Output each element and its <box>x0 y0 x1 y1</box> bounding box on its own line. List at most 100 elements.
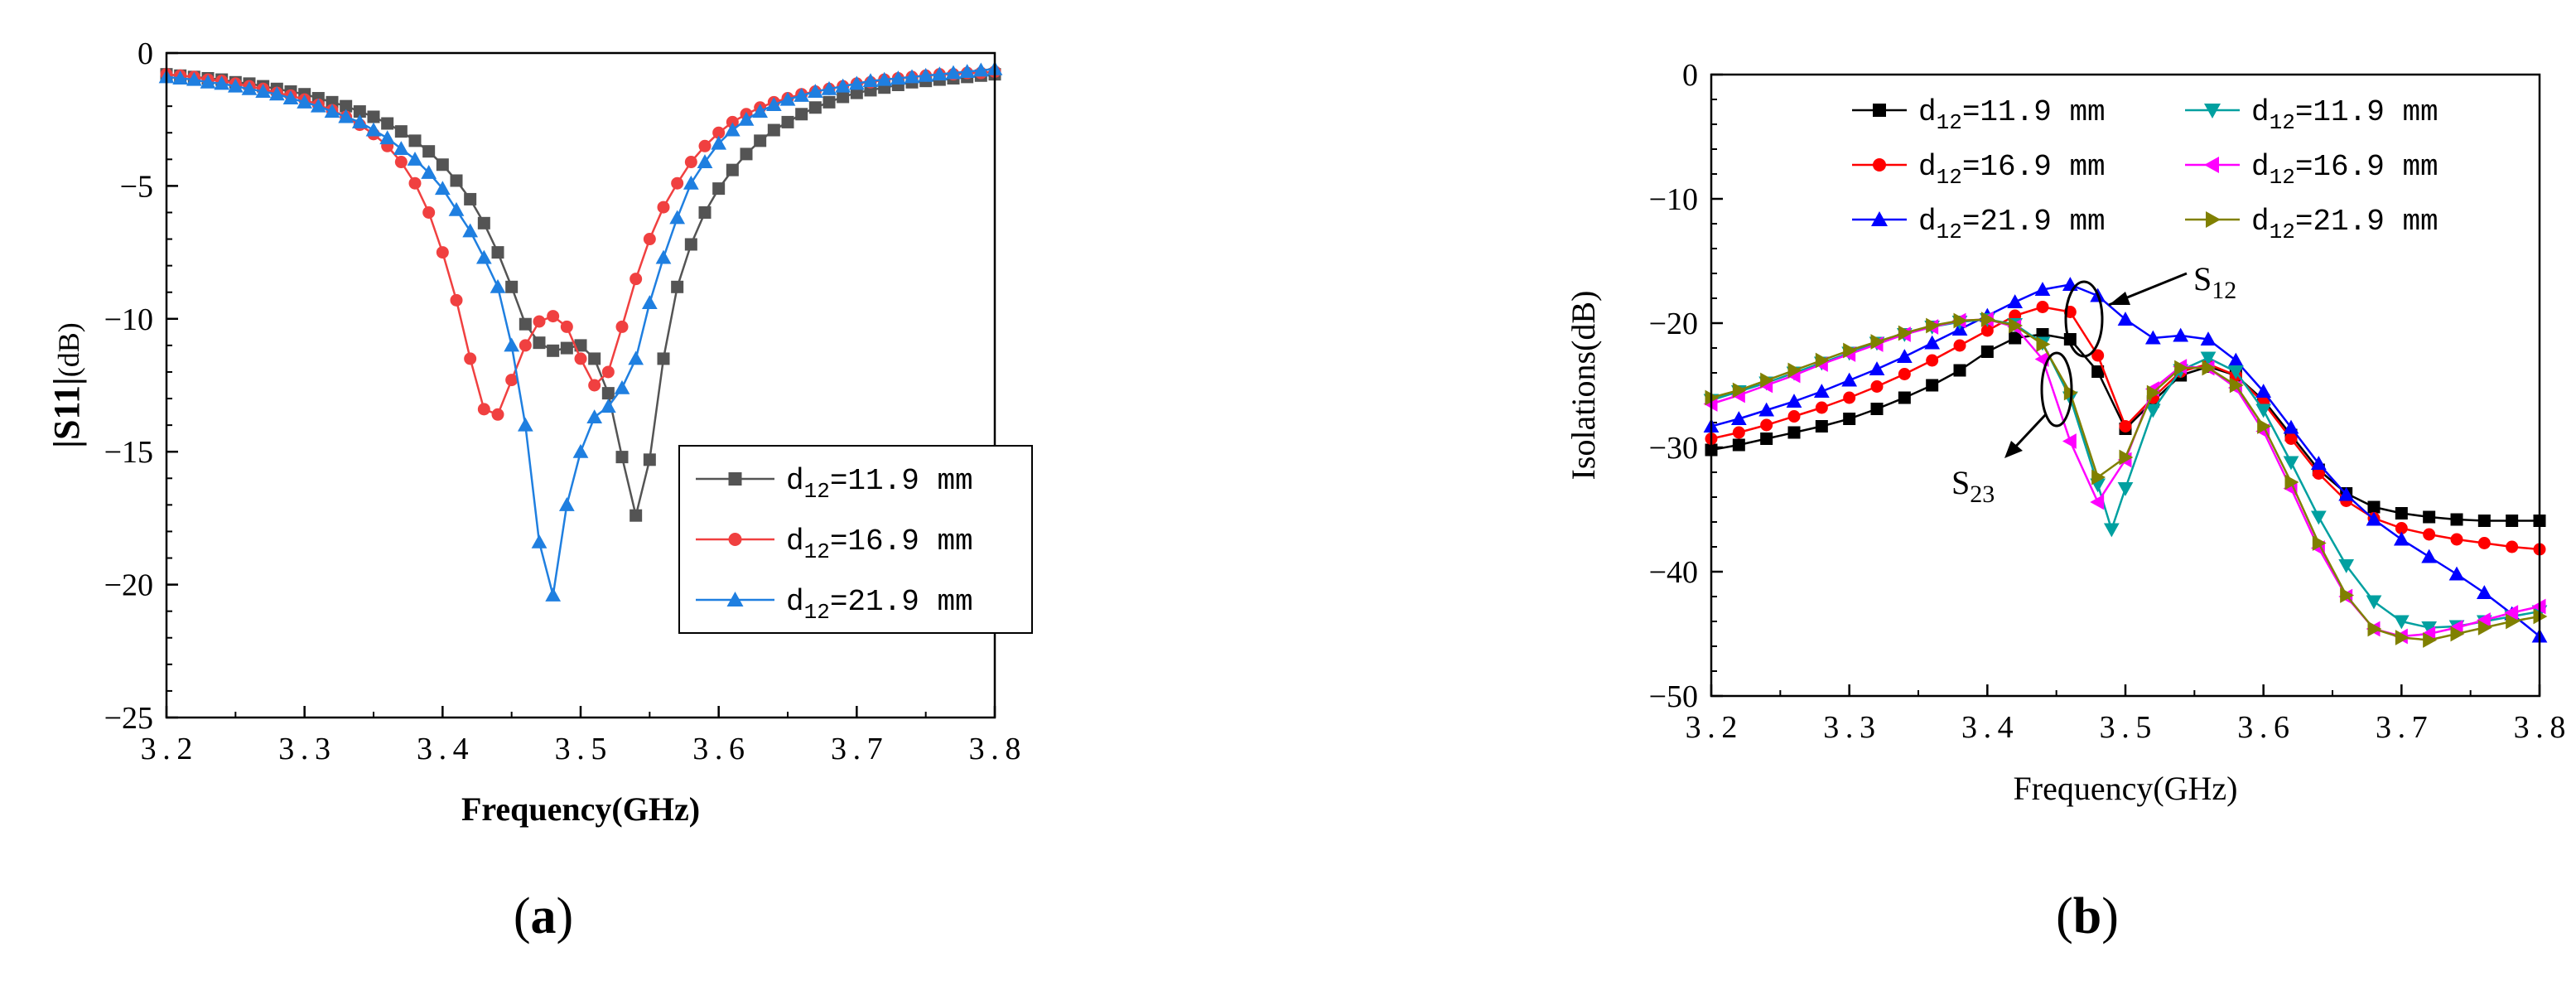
a-data-point <box>630 273 643 286</box>
a-x-tick-label: 3 . 8 <box>969 732 1021 766</box>
b-legend-entry: d12=16.9 mm <box>1852 150 2106 190</box>
b-data-point <box>1786 394 1802 408</box>
a-data-point <box>310 98 326 113</box>
b-legend-marker <box>2204 104 2221 118</box>
b-legend-label-prefix: d <box>2251 150 2270 184</box>
a-data-point <box>643 453 656 466</box>
b-data-point <box>2506 515 2519 527</box>
b-legend-label: d12=16.9 mm <box>2251 150 2439 190</box>
a-y-tick-label: −10 <box>104 302 153 337</box>
a-legend-label: d12=21.9 mm <box>786 585 973 625</box>
a-data-point <box>655 249 672 264</box>
b-data-point <box>2284 433 2298 445</box>
b-data-point <box>2310 510 2327 525</box>
a-tick-labels: 3 . 2 3 . 3 3 . 4 3 . 5 3 . 6 3 . 7 3 . 8 0 −5 −1… <box>104 36 1021 766</box>
b-data-point <box>1760 418 1773 432</box>
a-data-point <box>297 94 313 109</box>
b-panel-label-close: ) <box>2101 888 2119 945</box>
b-data-point <box>2119 449 2134 466</box>
a-data-point <box>808 101 822 114</box>
b-data-point <box>2367 500 2381 514</box>
b-data-point <box>2338 559 2355 573</box>
b-legend-label: d12=21.9 mm <box>2251 205 2439 244</box>
a-data-point <box>726 163 739 176</box>
a-y-axis-title: |S11|(dB) <box>46 322 87 447</box>
b-data-point <box>2477 537 2491 549</box>
b-x-tick-label: 3 . 2 <box>1686 710 1738 745</box>
b-legend-label-suffix: =16.9 mm <box>2295 150 2439 184</box>
a-data-point <box>931 66 948 81</box>
a-panel-label-open: ( <box>514 888 531 945</box>
a-data-point <box>614 379 630 394</box>
a-data-point <box>408 134 422 147</box>
b-data-point <box>2338 486 2355 501</box>
b-data-point <box>2200 331 2217 346</box>
a-data-point <box>615 451 629 464</box>
a-data-point <box>227 78 244 93</box>
a-data-point <box>379 130 396 145</box>
b-data-point <box>1815 352 1830 369</box>
b-legend-entry: d12=21.9 mm <box>1852 205 2106 244</box>
b-data-point <box>2450 626 2465 642</box>
s12-arrowhead <box>2109 292 2130 305</box>
panel-a: 3 . 2 3 . 3 3 . 4 3 . 5 3 . 6 3 . 7 3 . 8 0 −5 −1… <box>46 36 1033 945</box>
b-data-point <box>2091 349 2105 362</box>
a-x-axis-title: Frequency(GHz) <box>461 790 700 828</box>
a-data-point <box>726 115 739 128</box>
a-y-axis-title-main: |S11| <box>46 377 87 447</box>
b-data-point <box>1980 312 1995 327</box>
b-data-point <box>2257 418 2272 434</box>
a-data-point <box>712 126 726 139</box>
a-x-tick-label: 3 . 7 <box>831 732 883 766</box>
a-legend-label-suffix: =11.9 mm <box>830 464 973 498</box>
a-data-point <box>683 175 699 190</box>
b-data-point <box>2283 419 2299 434</box>
b-panel-label: (b) <box>2056 888 2119 945</box>
a-data-point <box>394 156 408 169</box>
a-data-point <box>505 374 519 387</box>
a-data-point <box>697 154 713 169</box>
b-legend-label: d12=11.9 mm <box>1918 95 2106 135</box>
a-legend-label-sub: 12 <box>804 479 830 504</box>
a-data-point <box>436 246 449 259</box>
a-y-tick-label: 0 <box>137 36 153 71</box>
a-x-tick-label: 3 . 2 <box>141 732 193 766</box>
a-data-point <box>214 75 230 90</box>
b-legend-entry: d12=11.9 mm <box>2185 95 2439 135</box>
s23-ellipse <box>2040 351 2073 428</box>
s12-label: S12 <box>2193 260 2236 304</box>
b-data-point <box>2423 632 2438 648</box>
a-data-point <box>628 350 644 365</box>
a-data-point <box>519 339 532 352</box>
a-legend-entry: d12=11.9 mm <box>696 464 973 504</box>
a-y-axis-title-unit: (dB) <box>52 322 85 377</box>
b-legend-entry: d12=11.9 mm <box>1852 95 2106 135</box>
b-x-tick-label: 3 . 4 <box>1961 710 2014 745</box>
b-data-point <box>1843 342 1858 359</box>
b-data-point <box>2366 595 2382 610</box>
a-series-2 <box>158 60 1003 602</box>
b-data-point <box>2173 327 2189 342</box>
a-data-point <box>394 125 408 138</box>
a-data-point <box>904 69 920 84</box>
a-data-point <box>724 122 740 137</box>
a-data-point <box>547 344 560 357</box>
b-data-point <box>2312 535 2327 551</box>
a-data-point <box>712 182 726 196</box>
a-data-point <box>698 205 712 219</box>
a-data-point <box>574 352 587 365</box>
a-legend-label-prefix: d <box>786 585 804 619</box>
a-data-point <box>241 80 258 95</box>
b-data-point <box>2477 515 2491 527</box>
a-data-point <box>547 310 560 323</box>
b-data-point <box>2395 507 2408 519</box>
b-data-point <box>2007 294 2024 308</box>
a-y-tick-label: −20 <box>104 568 153 603</box>
b-legend-label-prefix: d <box>2251 95 2270 129</box>
s23-label-main: S <box>1951 464 1970 501</box>
b-data-point <box>2146 384 2161 401</box>
b-legend-label-sub: 12 <box>1937 110 1962 135</box>
a-data-point <box>740 147 753 161</box>
b-y-tick-label: 0 <box>1682 58 1698 93</box>
